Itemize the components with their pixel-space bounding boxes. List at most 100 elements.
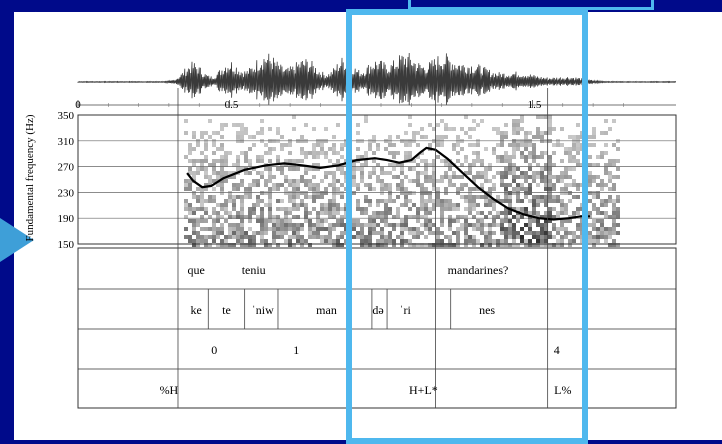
spectrogram-cell (280, 227, 284, 231)
spectrogram-cell (456, 151, 460, 155)
spectrogram-cell (472, 227, 476, 231)
spectrogram-cell (240, 179, 244, 183)
spectrogram-cell (400, 231, 404, 235)
spectrogram-cell (560, 179, 564, 183)
spectrogram-cell (516, 147, 520, 151)
spectrogram-cell (280, 171, 284, 175)
spectrogram-cell (296, 183, 300, 187)
spectrogram-cell (332, 191, 336, 195)
spectrogram-cell (352, 235, 356, 239)
spectrogram-cell (216, 231, 220, 235)
spectrogram-cell (456, 191, 460, 195)
spectrogram-cell (308, 235, 312, 239)
spectrogram-cell (248, 159, 252, 163)
spectrogram-cell (448, 227, 452, 231)
spectrogram-cell (464, 243, 468, 247)
spectrogram-cell (560, 235, 564, 239)
spectrogram-cell (268, 179, 272, 183)
spectrogram-cell (532, 195, 536, 199)
spectrogram-cell (612, 199, 616, 203)
spectrogram-cell (280, 223, 284, 227)
spectrogram-cell (212, 227, 216, 231)
spectrogram-cell (212, 163, 216, 167)
spectrogram-cell (316, 191, 320, 195)
time-tick-label: 0 (75, 99, 81, 111)
spectrogram-cell (388, 187, 392, 191)
spectrogram-cell (420, 195, 424, 199)
spectrogram-cell (388, 223, 392, 227)
spectrogram-cell (500, 239, 504, 243)
spectrogram-cell (556, 215, 560, 219)
spectrogram-cell (204, 219, 208, 223)
spectrogram-cell (200, 227, 204, 231)
spectrogram-cell (480, 227, 484, 231)
spectrogram-cell (436, 203, 440, 207)
spectrogram-cell (300, 243, 304, 247)
spectrogram-cell (504, 231, 508, 235)
spectrogram-cell (540, 155, 544, 159)
spectrogram-cell (208, 243, 212, 247)
spectrogram-cell (548, 211, 552, 215)
spectrogram-cell (280, 235, 284, 239)
spectrogram-cell (588, 143, 592, 147)
spectrogram-cell (284, 179, 288, 183)
spectrogram-cell (420, 243, 424, 247)
spectrogram-cell (464, 159, 468, 163)
spectrogram-cell (184, 199, 188, 203)
spectrogram-cell (212, 235, 216, 239)
spectrogram-cell (276, 243, 280, 247)
spectrogram-cell (588, 239, 592, 243)
spectrogram-cell (436, 231, 440, 235)
spectrogram-cell (616, 159, 620, 163)
spectrogram-cell (276, 231, 280, 235)
spectrogram-cell (376, 175, 380, 179)
spectrogram-cell (240, 243, 244, 247)
spectrogram-cell (480, 159, 484, 163)
spectrogram-cell (504, 215, 508, 219)
spectrogram-cell (592, 203, 596, 207)
spectrogram-cell (276, 187, 280, 191)
spectrogram-cell (576, 183, 580, 187)
spectrogram-cell (248, 191, 252, 195)
spectrogram-cell (188, 167, 192, 171)
spectrogram-cell (436, 195, 440, 199)
spectrogram-cell (332, 135, 336, 139)
spectrogram-cell (380, 211, 384, 215)
spectrogram-cell (244, 195, 248, 199)
spectrogram-cell (492, 207, 496, 211)
spectrogram-cell (192, 243, 196, 247)
spectrogram-cell (508, 219, 512, 223)
spectrogram-cell (308, 231, 312, 235)
spectrogram-cell (608, 235, 612, 239)
spectrogram-cell (604, 151, 608, 155)
spectrogram-cell (528, 131, 532, 135)
spectrogram-cell (384, 171, 388, 175)
spectrogram-cell (364, 235, 368, 239)
spectrogram-cell (512, 239, 516, 243)
spectrogram-cell (260, 219, 264, 223)
spectrogram-cell (408, 155, 412, 159)
spectrogram-cell (544, 227, 548, 231)
spectrogram-cell (356, 187, 360, 191)
spectrogram-cell (296, 231, 300, 235)
spectrogram-cell (596, 183, 600, 187)
spectrogram-cell (604, 131, 608, 135)
spectrogram-cell (184, 119, 188, 123)
spectrogram-cell (592, 135, 596, 139)
spectrogram-cell (524, 231, 528, 235)
spectrogram-cell (324, 235, 328, 239)
spectrogram-cell (260, 235, 264, 239)
spectrogram-cell (228, 235, 232, 239)
spectrogram-cell (492, 199, 496, 203)
spectrogram-cell (336, 159, 340, 163)
spectrogram-cell (548, 219, 552, 223)
spectrogram-cell (300, 223, 304, 227)
spectrogram-cell (516, 175, 520, 179)
spectrogram-cell (576, 143, 580, 147)
spectrogram-cell (260, 171, 264, 175)
spectrogram-cell (296, 207, 300, 211)
spectrogram-cell (544, 115, 548, 119)
spectrogram-cell (504, 191, 508, 195)
spectrogram-cell (540, 115, 544, 119)
spectrogram-cell (248, 239, 252, 243)
